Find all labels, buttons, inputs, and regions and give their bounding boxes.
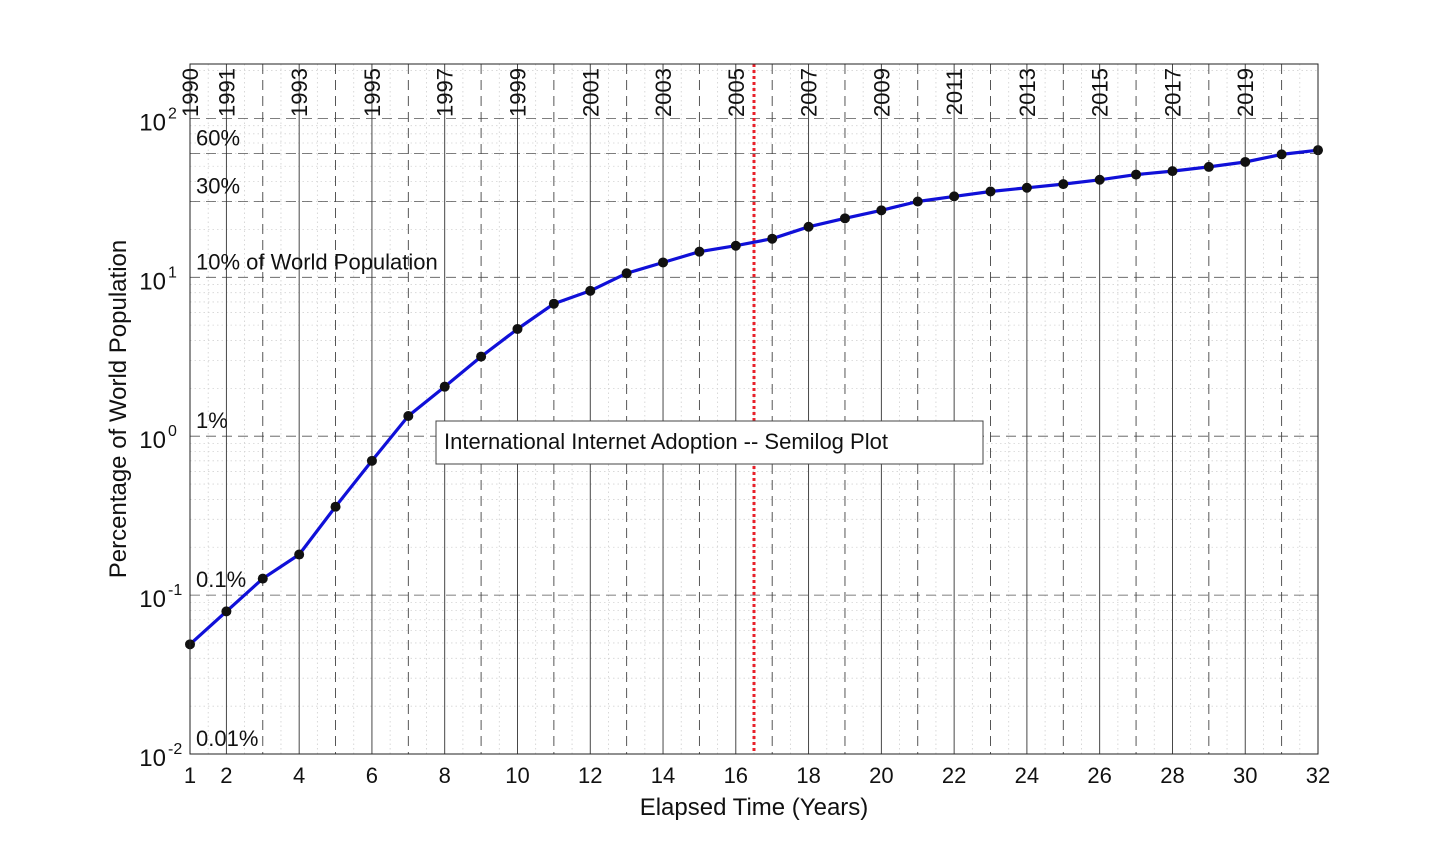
x-tick-label: 4 [293,763,305,788]
y-tick-label: 10 [139,427,166,454]
x-tick-label: 28 [1160,763,1184,788]
year-label: 2011 [942,68,967,115]
data-point [876,205,887,216]
percent-label-suffix: of World Population [240,249,438,274]
y-tick-label: 10 [139,745,166,772]
x-tick-label: 10 [505,763,529,788]
percent-label: 0.01% [196,726,258,751]
data-point [330,501,341,512]
data-point [476,351,487,362]
y-tick-label: 10 [139,268,166,295]
year-label: 1999 [505,68,530,117]
data-point [694,246,705,257]
year-label: 1993 [287,68,312,117]
data-point [221,606,232,617]
x-tick-label: 18 [796,763,820,788]
year-label: 1995 [360,68,385,117]
data-point [1058,179,1069,190]
x-axis-label: Elapsed Time (Years) [640,794,869,821]
data-point [839,213,850,224]
data-point [585,285,596,296]
year-label: 2003 [651,68,676,117]
percent-label: 1% [196,408,228,433]
data-point [1131,169,1142,180]
x-tick-label: 26 [1087,763,1111,788]
chart-title: International Internet Adoption -- Semil… [444,429,888,454]
percent-label: 10% of World Population [196,249,438,274]
y-tick-exponent: 2 [168,105,177,122]
x-tick-label: 12 [578,763,602,788]
year-label: 2013 [1015,68,1040,117]
x-tick-labels: 1 2 4 6 8 10 12 14 16 18 20 22 24 26 28 30 32 [184,763,1330,788]
y-tick-exponent: -1 [168,582,182,599]
year-label: 2019 [1233,68,1258,117]
data-point [767,233,778,244]
year-label: 2017 [1160,68,1185,117]
year-label: 1997 [433,68,458,117]
data-point [912,196,923,207]
data-point [949,191,960,202]
percent-label: 30% [196,173,240,198]
chart-title-box: International Internet Adoption -- Semil… [435,420,984,465]
data-point [658,257,669,268]
y-tick-label: 10 [139,586,166,613]
year-label: 1991 [214,68,239,117]
x-tick-label: 32 [1306,763,1330,788]
y-axis-label: Percentage of World Population [105,240,132,578]
data-point [985,186,996,197]
x-tick-label: 2 [220,763,232,788]
data-point [1094,174,1105,185]
data-point [1240,156,1251,167]
series [185,145,1323,650]
data-point [1167,166,1178,177]
year-labels: 1990 1991 1993 1995 1997 1999 2001 2003 2005 2007… [178,68,1258,117]
x-tick-label: 14 [651,763,675,788]
data-point [730,240,741,251]
year-label: 2015 [1088,68,1113,117]
data-point [257,573,268,584]
year-label: 2005 [724,68,749,117]
y-tick-exponent: 0 [168,423,177,440]
data-point [403,411,414,422]
data-point [621,268,632,279]
series-line [188,148,1319,646]
data-point [548,298,559,309]
x-tick-label: 30 [1233,763,1257,788]
year-lines [225,64,1283,754]
data-point [512,323,523,334]
y-tick-exponent: -2 [168,741,182,758]
x-tick-label: 1 [184,763,196,788]
year-label: 2009 [869,68,894,117]
year-label: 2007 [797,68,822,117]
percent-labels: 60% 30% 10% of World Population 1% 0.1% 0.01% [196,126,438,751]
x-tick-label: 6 [366,763,378,788]
percent-label: 60% [196,126,240,151]
x-tick-label: 20 [869,763,893,788]
data-point [803,221,814,232]
plot-frame [189,63,1319,755]
data-point [1203,161,1214,172]
y-tick-label: 10 [139,109,166,136]
x-tick-label: 22 [942,763,966,788]
x-tick-label: 8 [439,763,451,788]
y-tick-exponent: 1 [168,264,177,281]
year-label: 2001 [578,68,603,117]
data-point [1276,149,1287,160]
data-point [439,381,450,392]
percent-label: 0.1% [196,567,246,592]
x-tick-label: 16 [724,763,748,788]
x-tick-label: 24 [1015,763,1039,788]
data-point [1021,182,1032,193]
data-point [294,549,305,560]
data-point [366,455,377,466]
